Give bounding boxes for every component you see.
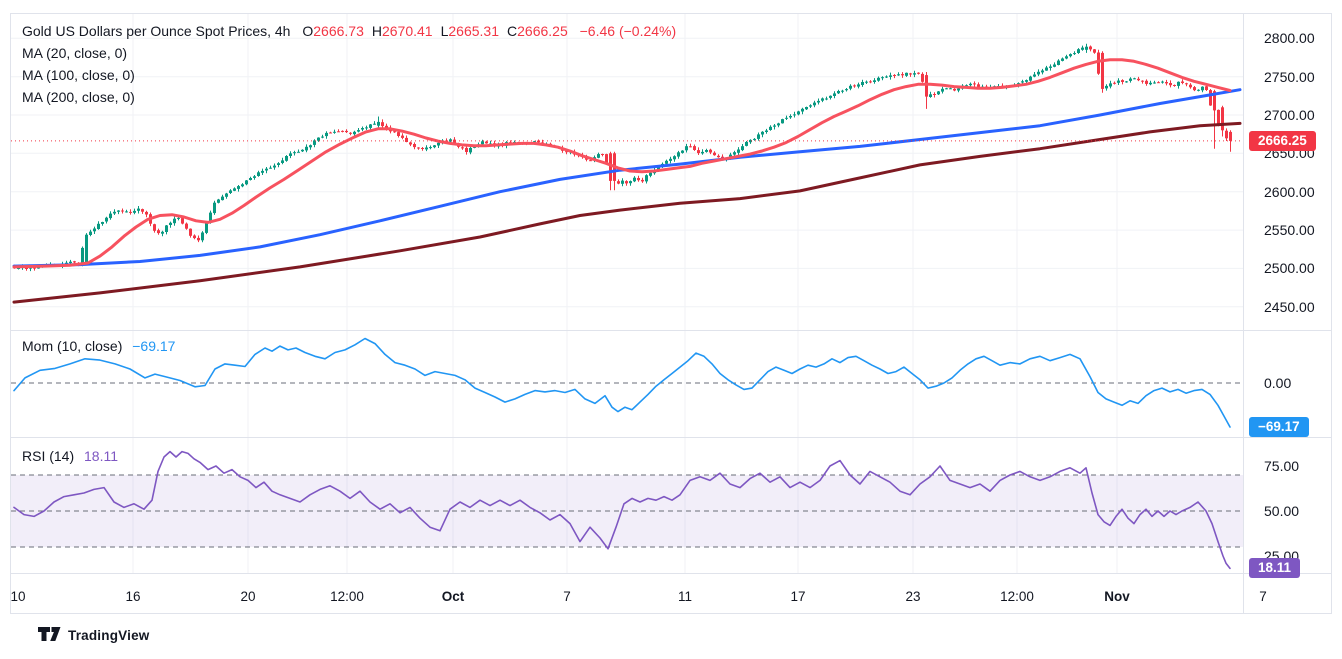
- time-axis-label: Nov: [1104, 589, 1130, 604]
- price-axis[interactable]: [1244, 14, 1332, 573]
- rsi-legend-label: RSI (14): [22, 448, 75, 464]
- rsi-value-badge: 18.11: [1249, 558, 1301, 579]
- price-axis-separator[interactable]: [1243, 14, 1244, 613]
- ohlc-pair: O2666.73: [302, 23, 364, 39]
- time-axis-separator: [11, 573, 1331, 574]
- rsi-legend: RSI (14) 18.11: [22, 448, 118, 464]
- momentum-pane-canvas[interactable]: [11, 331, 1243, 437]
- time-axis-label: 10: [10, 589, 26, 604]
- axis-label: 2450.00: [1264, 298, 1315, 315]
- time-axis-label: 12:00: [330, 589, 364, 604]
- time-axis-label: 17: [790, 589, 806, 604]
- time-axis[interactable]: [11, 574, 1331, 613]
- time-axis-label: 7: [563, 589, 571, 604]
- momentum-legend-label: Mom (10, close): [22, 338, 123, 354]
- axis-label: 75.00: [1264, 458, 1300, 474]
- pane-separator-1[interactable]: [11, 330, 1331, 331]
- momentum-legend-value: −69.17: [132, 338, 176, 354]
- time-axis-label: 23: [905, 589, 921, 604]
- axis-label: 2700.00: [1264, 107, 1315, 123]
- pane-separator-2[interactable]: [11, 437, 1331, 438]
- axis-label: 2800.00: [1264, 30, 1315, 47]
- time-axis-label: 20: [240, 589, 256, 604]
- time-axis-label: 16: [125, 589, 141, 604]
- time-axis-label: 12:00: [1000, 589, 1034, 604]
- ohlc-values: O2666.73 H2670.41 L2665.31 C2666.25: [294, 23, 567, 39]
- ma20-legend: MA (20, close, 0): [22, 45, 128, 61]
- tradingview-attribution[interactable]: TradingView: [38, 627, 149, 644]
- ma100-legend: MA (100, close, 0): [22, 67, 135, 83]
- change-value: −6.46 (−0.24%): [579, 23, 677, 39]
- tradingview-brand-text: TradingView: [68, 628, 150, 643]
- ohlc-pair: L2665.31: [440, 23, 499, 39]
- ma200-legend: MA (200, close, 0): [22, 89, 135, 105]
- symbol-title: Gold US Dollars per Ounce Spot Prices, 4…: [22, 23, 291, 39]
- time-axis-label: 11: [677, 589, 693, 604]
- price-pane-canvas[interactable]: [11, 14, 1243, 330]
- axis-label: 0.00: [1264, 375, 1292, 391]
- time-axis-label: 7: [1259, 589, 1267, 604]
- axis-label: 50.00: [1264, 503, 1300, 519]
- axis-label: 2600.00: [1264, 183, 1315, 200]
- rsi-pane-canvas[interactable]: [11, 438, 1243, 573]
- axis-label: 2500.00: [1264, 260, 1315, 277]
- tradingview-logo-icon: [38, 627, 61, 641]
- ohlc-pair: H2670.41: [371, 23, 433, 39]
- momentum-value-badge: −69.17: [1249, 416, 1309, 437]
- rsi-legend-value: 18.11: [84, 448, 119, 464]
- axis-label: 2750.00: [1264, 68, 1315, 85]
- ohlc-pair: C2666.25: [507, 23, 568, 39]
- momentum-legend: Mom (10, close) −69.17: [22, 338, 175, 354]
- time-axis-label: Oct: [441, 589, 465, 604]
- last-price-badge: 2666.25: [1249, 130, 1316, 151]
- main-legend: Gold US Dollars per Ounce Spot Prices, 4…: [22, 23, 676, 39]
- axis-label: 2550.00: [1264, 222, 1315, 239]
